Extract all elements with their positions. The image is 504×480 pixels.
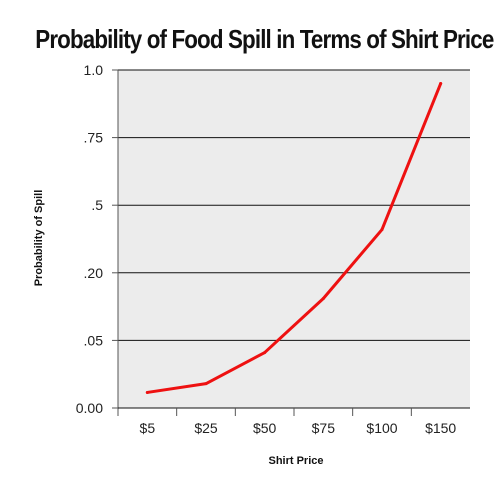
- y-tick-label: .20: [84, 265, 104, 281]
- x-tick-label: $50: [253, 420, 277, 436]
- data-point: [321, 296, 325, 300]
- x-tick-label: $75: [312, 420, 336, 436]
- x-tick-label: $5: [140, 420, 156, 436]
- x-axis-label: Shirt Price: [268, 455, 323, 467]
- plot-area: [118, 70, 470, 408]
- x-tick-label: $25: [194, 420, 218, 436]
- x-axis-ticks: $5 $25 $50 $75 $100 $150: [140, 408, 456, 436]
- plot-background: [118, 70, 470, 408]
- data-point: [263, 351, 267, 355]
- y-axis-ticks: 0.00 .05 .20 .5 .75 1.0: [76, 62, 118, 416]
- data-point: [145, 390, 149, 394]
- x-tick-label: $100: [366, 420, 397, 436]
- y-tick-label: 1.0: [84, 62, 104, 78]
- data-point: [204, 382, 208, 386]
- series-group: [145, 82, 443, 394]
- data-point: [439, 82, 443, 86]
- y-tick-label: .5: [91, 197, 103, 213]
- x-tick-label: $150: [425, 420, 456, 436]
- series-line: [145, 82, 443, 394]
- chart-title: Probability of Food Spill in Terms of Sh…: [35, 24, 494, 54]
- y-axis-label: Probability of Spill: [33, 190, 45, 287]
- y-tick-label: .75: [84, 130, 104, 146]
- data-point: [380, 228, 384, 232]
- y-tick-label: 0.00: [76, 400, 103, 416]
- y-tick-label: .05: [84, 332, 104, 348]
